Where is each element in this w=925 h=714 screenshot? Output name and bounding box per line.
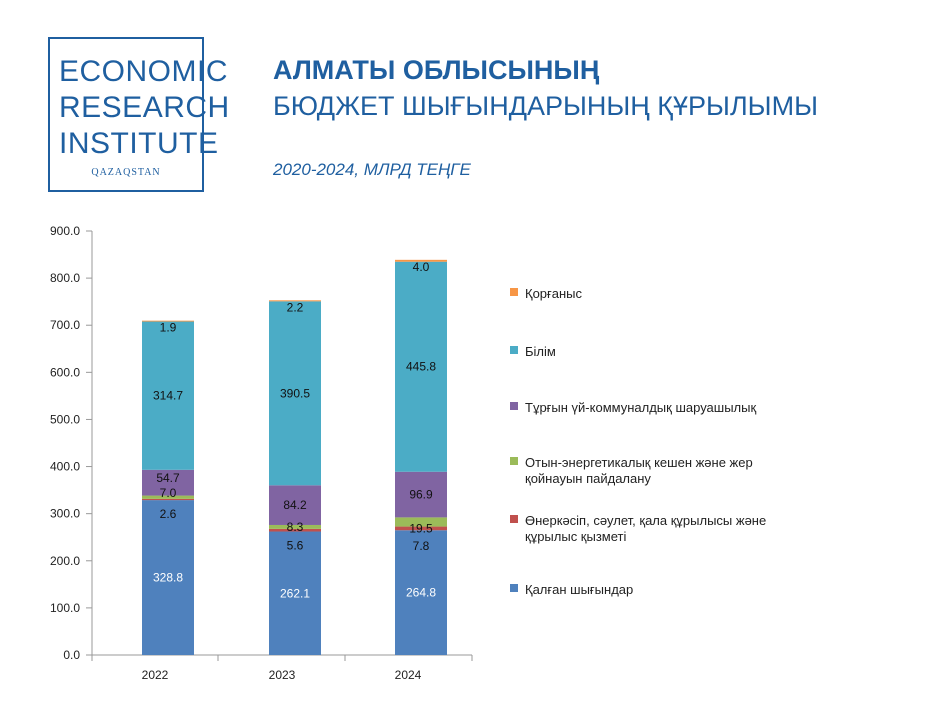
y-tick-label: 700.0 [50,318,80,332]
logo-line-3: INSTITUTE [59,127,219,160]
data-label-energy: 19.5 [409,522,433,536]
legend-label: Қорғаныс [525,286,583,301]
chart-title-line-2: БЮДЖЕТ ШЫҒЫНДАРЫНЫҢ ҚҰРЫЛЫМЫ [273,91,818,121]
data-label-industry: 2.6 [160,507,177,521]
y-tick-label: 500.0 [50,412,80,426]
bar-segment-housing [269,485,321,525]
logo-line-1: ECONOMIC [59,55,228,88]
bar-segment-energy [269,524,321,529]
data-label-other: 328.8 [153,571,183,585]
legend-swatch [510,584,518,592]
bar-segment-other [142,500,194,655]
logo: ECONOMIC RESEARCH INSTITUTE QAZAQSTAN [48,37,229,192]
logo-subtitle: QAZAQSTAN [91,167,161,178]
data-label-industry: 7.8 [413,539,430,553]
chart-title-line-1: АЛМАТЫ ОБЛЫСЫНЫҢ [273,55,600,85]
legend-swatch [510,288,518,296]
data-label-housing: 84.2 [283,498,307,512]
bar-segment-education [395,261,447,472]
data-label-defense: 1.9 [160,321,177,335]
y-tick-label: 900.0 [50,224,80,238]
y-tick-label: 600.0 [50,365,80,379]
y-tick-label: 300.0 [50,507,80,521]
bar-segment-education [142,321,194,470]
bar-segment-defense [142,320,194,322]
chart-subtitle: 2020-2024, МЛРД ТЕҢГЕ [273,160,471,179]
legend-swatch [510,402,518,410]
bar-segment-energy [395,517,447,527]
data-label-other: 264.8 [406,586,436,600]
y-tick-label: 0.0 [63,648,80,662]
data-label-education: 445.8 [406,360,436,374]
bar-segment-other [395,530,447,655]
y-tick-label: 100.0 [50,601,80,615]
data-label-defense: 2.2 [287,300,304,314]
legend-swatch [510,515,518,523]
bar-segment-defense [395,259,447,262]
legend-label: Өнеркәсіп, сәулет, қала құрылысы және құ… [525,513,767,544]
y-tick-label: 400.0 [50,460,80,474]
legend-label: Отын-энергетикалық кешен және жер қойнау… [525,455,753,486]
data-label-industry: 5.6 [287,539,304,553]
bar-segment-industry [395,526,447,531]
bar-segment-housing [395,471,447,518]
y-tick-label: 800.0 [50,271,80,285]
legend-label: Қалған шығындар [525,582,634,597]
logo-line-2: RESEARCH [59,91,230,124]
data-label-defense: 4.0 [413,260,430,274]
data-label-education: 314.7 [153,389,183,403]
data-label-housing: 54.7 [156,471,180,485]
data-label-energy: 7.0 [160,486,177,500]
data-label-energy: 8.3 [287,520,304,534]
data-label-other: 262.1 [280,586,310,600]
legend-swatch [510,457,518,465]
data-label-education: 390.5 [280,386,310,400]
bar-segment-energy [142,495,194,499]
bar-segment-industry [269,528,321,532]
x-tick-label: 2024 [395,668,422,682]
legend-swatch [510,346,518,354]
legend-label: Тұрғын үй-коммуналдық шаруашылық [525,400,757,415]
data-label-housing: 96.9 [409,488,433,502]
bar-segment-other [269,531,321,655]
bar-segment-housing [142,469,194,496]
bar-segment-defense [269,300,321,302]
y-tick-label: 200.0 [50,554,80,568]
bar-segment-education [269,301,321,486]
x-tick-label: 2023 [269,668,296,682]
legend-label: Білім [525,344,556,359]
x-tick-label: 2022 [142,668,169,682]
bar-segment-industry [142,498,194,501]
